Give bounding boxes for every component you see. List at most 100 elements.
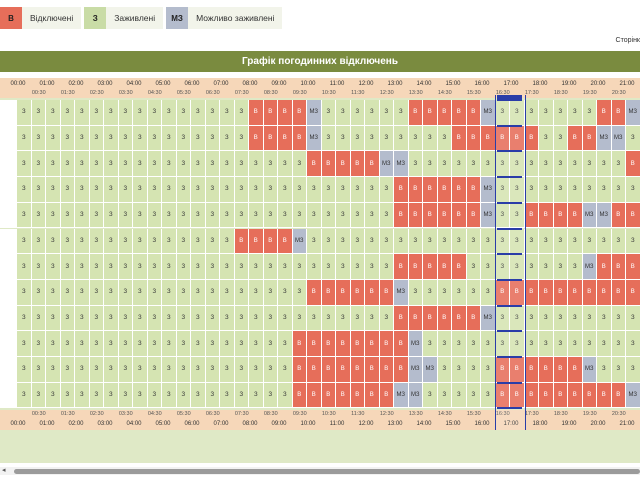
half-hour-label-top-5: 05:30 [176,90,191,96]
schedule-cell: З [190,357,205,383]
hour-label-top-14: 14:00 [416,81,432,87]
schedule-cell: З [277,331,292,357]
schedule-cell: З [16,151,31,178]
schedule-cell: В [291,331,306,357]
schedule-cell: З [277,202,292,229]
schedule-cell: З [45,125,60,152]
schedule-cell: МЗ [393,151,408,178]
schedule-cell: З [175,202,190,229]
schedule-cell: В [291,125,306,152]
schedule-cell: З [74,331,89,357]
schedule-cell: З [161,202,176,229]
half-hour-label-bottom-10: 10:30 [321,411,336,418]
schedule-cell: З [204,125,219,152]
schedule-cell: З [45,151,60,178]
schedule-cell: З [277,279,292,306]
schedule-cell: З [117,177,132,203]
schedule-cell: З [422,125,437,152]
half-hour-label-top-2: 02:30 [89,90,104,96]
hour-label-top-20: 20:00 [590,81,606,87]
schedule-cell: З [538,151,553,178]
schedule-cell: В [422,202,437,229]
schedule-cell: З [175,254,190,280]
schedule-cell: З [538,100,553,126]
schedule-cell: З [161,305,176,332]
schedule-cell: З [59,254,74,280]
schedule-cell: З [45,254,60,280]
schedule-cell: З [567,100,582,126]
schedule-cell: В [625,202,640,229]
schedule-cell: З [59,151,74,178]
schedule-cell: З [422,382,437,409]
schedule-cell: З [190,382,205,409]
schedule-cell: З [262,177,277,203]
hour-label-bottom-5: 05:00 [155,421,171,428]
schedule-cell: З [552,305,567,332]
half-hour-label-top-10: 10:30 [321,90,336,96]
schedule-cell: З [88,125,103,152]
schedule-cell: З [552,177,567,203]
schedule-cell: З [59,305,74,332]
schedule-cell: З [117,331,132,357]
schedule-cell: МЗ [581,202,596,229]
schedule-cell: В [349,357,364,383]
scroll-left-arrow-icon[interactable]: ◂ [2,467,6,474]
schedule-cell: З [335,228,350,255]
schedule-cell: З [117,382,132,409]
schedule-cell: З [378,125,393,152]
scrollbar-thumb[interactable] [14,469,640,474]
schedule-cell: З [30,357,45,383]
schedule-cell: З [552,331,567,357]
schedule-cell: З [291,279,306,306]
schedule-cell: З [625,305,640,332]
row-label-9 [0,331,16,358]
schedule-cell: В [596,382,611,409]
schedule-cell: В [436,177,451,203]
schedule-cell: З [74,382,89,409]
current-time-marker [496,201,522,204]
schedule-cell: З [393,100,408,126]
horizontal-scrollbar[interactable]: ◂ [0,467,640,475]
schedule-cell: З [552,100,567,126]
schedule-cell: З [74,305,89,332]
page-link[interactable]: Сторінк [615,37,640,44]
schedule-cell: З [320,100,335,126]
schedule-cell: В [567,279,582,306]
schedule-cell: З [74,202,89,229]
schedule-cell: З [59,382,74,409]
current-time-marker [496,330,522,333]
hour-label-top-0: 00:00 [10,81,26,87]
hour-label-top-2: 02:00 [68,81,84,87]
schedule-cell: В [538,202,553,229]
schedule-cell: З [103,177,118,203]
schedule-cell: З [567,228,582,255]
schedule-cell: З [378,254,393,280]
half-hour-label-bottom-2: 02:30 [89,411,104,418]
schedule-cell: З [74,125,89,152]
row-label-11 [0,382,16,410]
schedule-cell: З [175,177,190,203]
schedule-cell: В [538,357,553,383]
schedule-cell: З [59,125,74,152]
schedule-cell: В [248,100,263,126]
hour-label-top-5: 05:00 [155,81,171,87]
schedule-cell: МЗ [610,125,625,152]
hour-label-bottom-15: 15:00 [445,421,461,428]
schedule-cell: З [335,254,350,280]
schedule-cell: МЗ [480,305,495,332]
half-hour-label-bottom-20: 20:30 [611,411,626,418]
schedule-cell: З [349,254,364,280]
half-hour-label-top-4: 04:30 [147,90,162,96]
schedule-cell: З [16,228,31,255]
schedule-cell: З [132,305,147,332]
schedule-cell: З [248,357,263,383]
half-hour-label-bottom-15: 15:30 [466,411,481,418]
schedule-cell: З [248,151,263,178]
half-hour-label-bottom-14: 14:30 [437,411,452,418]
legend-item-off: В Відключені [0,7,82,29]
schedule-cell: З [16,125,31,152]
schedule-cell: З [349,100,364,126]
hour-row-bottom: 00:00 01:00 02:00 03:00 04:00 05:00 06:00 07:00… [0,420,640,430]
legend-item-on: З Заживлені [84,7,164,29]
current-time-marker [496,227,522,230]
